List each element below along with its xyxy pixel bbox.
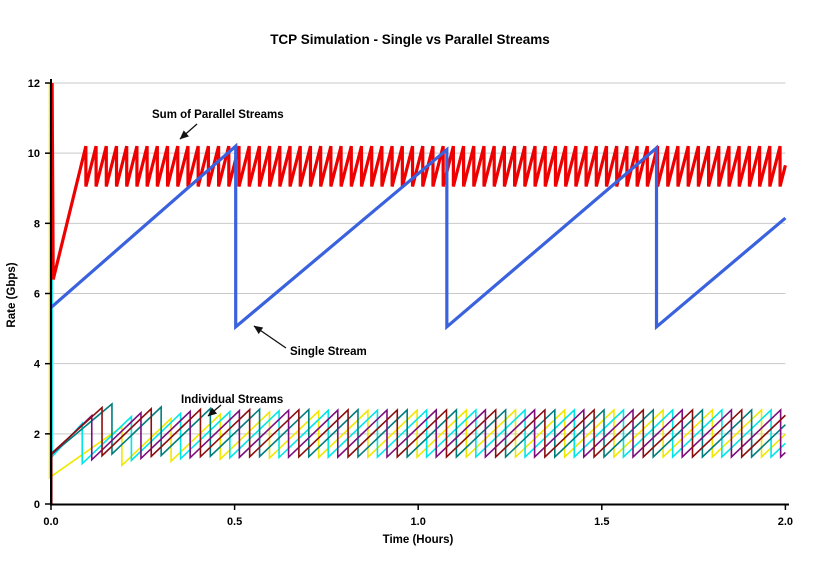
y-tick-label-2: 2	[34, 429, 40, 441]
x-tick-label-0.0: 0.0	[43, 516, 58, 528]
annotation-label-1: Single Stream	[290, 346, 367, 358]
annotation-label-0: Sum of Parallel Streams	[152, 109, 284, 121]
series-lines	[48, 82, 787, 504]
gridlines	[51, 82, 786, 435]
series-stream-maroon	[50, 405, 786, 504]
x-tick-label-2.0: 2.0	[778, 516, 793, 528]
y-tick-label-4: 4	[34, 359, 41, 371]
series-single-stream	[49, 142, 787, 331]
x-tick-label-1.0: 1.0	[411, 516, 426, 528]
annotations: Sum of Parallel Streams Single Stream Indi…	[152, 109, 367, 417]
y-tick-label-12: 12	[28, 78, 40, 90]
series-sum-of-parallel-streams	[50, 82, 787, 280]
x-tick-label-1.5: 1.5	[594, 516, 609, 528]
chart-title: TCP Simulation - Single vs Parallel Stre…	[270, 32, 550, 47]
series-stream-purple	[50, 408, 786, 504]
axes: 0 2 4 6 8 10 12 0.0 0.5 1.0 1.5 2.0	[28, 78, 793, 528]
y-axis-label: Rate (Gbps)	[6, 262, 18, 327]
series-stream-cyan	[51, 107, 786, 466]
y-tick-label-6: 6	[34, 289, 40, 301]
series-stream-yellow	[48, 83, 786, 480]
y-tick-label-0: 0	[34, 499, 40, 511]
annotation-arrow-1	[253, 325, 287, 349]
y-tick-label-10: 10	[28, 148, 40, 160]
series-stream-teal	[50, 402, 786, 459]
annotation-label-2: Individual Streams	[181, 394, 283, 406]
annotation-arrow-0	[179, 123, 198, 140]
annotation-arrow-2	[207, 404, 222, 417]
x-axis-label: Time (Hours)	[383, 534, 454, 546]
y-tick-label-8: 8	[34, 218, 40, 230]
x-tick-label-0.5: 0.5	[227, 516, 242, 528]
